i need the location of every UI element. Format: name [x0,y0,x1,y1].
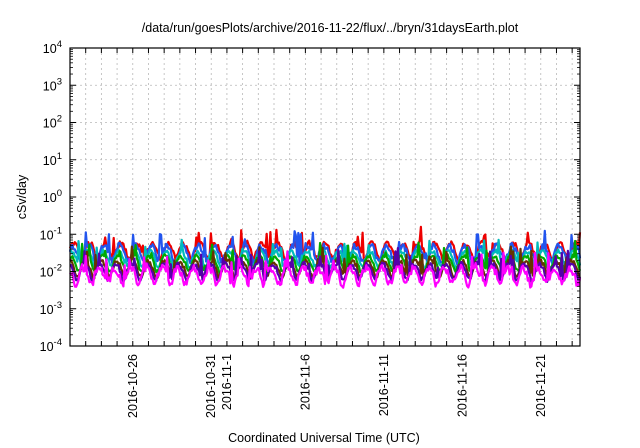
x-tick-label: 2016-10-31 [204,354,218,418]
y-tick-label: 10-1 [40,225,62,242]
chart-title: /data/run/goesPlots/archive/2016-11-22/f… [142,21,519,35]
y-tick-label: 10-4 [40,337,62,354]
y-axis-label: cSv/day [15,174,29,219]
x-axis-label: Coordinated Universal Time (UTC) [228,431,420,445]
series-line [69,238,582,271]
y-tick-label: 100 [43,188,62,205]
plot-series [68,225,582,289]
axes: 10-4 10-3 10-2 10-1 100 101 102 103 104 2016-10-2… [40,39,581,418]
y-tick-label: 102 [43,114,62,131]
x-tick-label: 2016-11-11 [377,354,391,416]
x-tick-label: 2016-11-1 [220,354,234,410]
plot-frame [69,47,581,347]
series-line [68,229,582,267]
y-tick-label: 103 [43,76,62,93]
series-line [69,250,582,289]
x-tick-label: 2016-11-6 [298,354,312,410]
y-tick-label: 10-3 [40,300,62,317]
x-tick-label: 2016-11-16 [455,354,469,417]
x-tick-label: 2016-11-21 [534,354,548,417]
y-tick-label: 10-2 [40,263,62,280]
y-tick-label: 101 [43,151,62,168]
grid [69,48,580,346]
y-tick-label: 104 [43,39,62,56]
x-tick-label: 2016-10-26 [126,354,140,418]
